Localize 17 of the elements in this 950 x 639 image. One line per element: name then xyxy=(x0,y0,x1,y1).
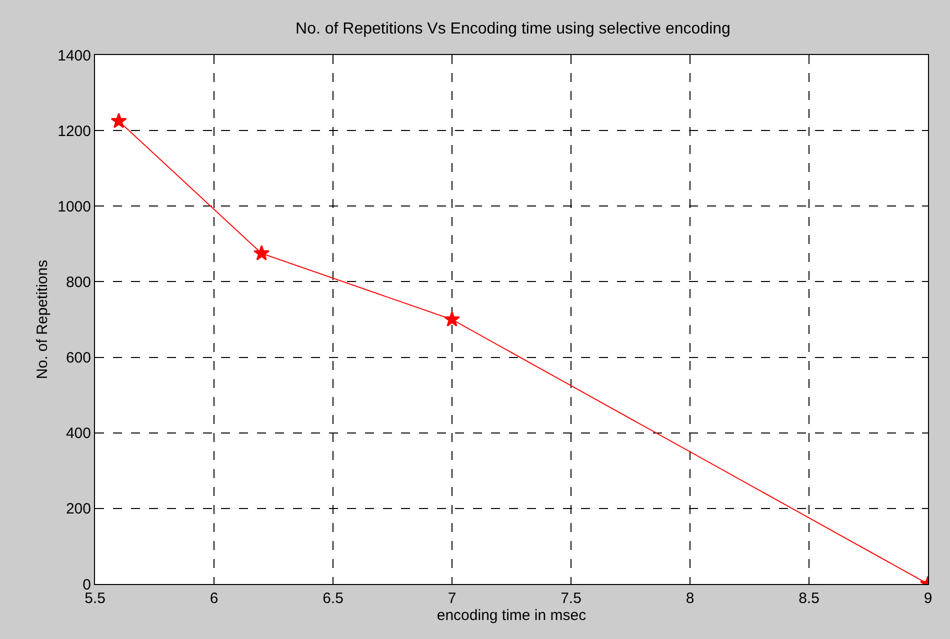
y-tick-label: 1000 xyxy=(58,198,91,216)
x-tick-label: 8 xyxy=(686,590,694,607)
x-tick-label: 7 xyxy=(448,590,456,607)
chart-title: No. of Repetitions Vs Encoding time using selective encoding xyxy=(296,20,730,38)
x-tick-label: 8.5 xyxy=(798,590,820,607)
x-tick-label: 9 xyxy=(924,590,932,607)
y-tick-label: 800 xyxy=(66,274,91,291)
y-tick-label: 1200 xyxy=(58,122,91,140)
x-axis-title: encoding time in msec xyxy=(436,607,587,624)
x-tick-label: 6.5 xyxy=(322,590,344,607)
y-tick-label: 400 xyxy=(66,425,91,442)
y-tick-label: 600 xyxy=(66,350,91,367)
y-tick-label: 1400 xyxy=(58,47,91,64)
x-tick-label: 6 xyxy=(210,590,218,607)
y-axis-title: No. of Repetitions xyxy=(34,260,51,380)
x-tick-label: 7.5 xyxy=(560,590,582,607)
y-tick-label: 200 xyxy=(66,500,91,518)
